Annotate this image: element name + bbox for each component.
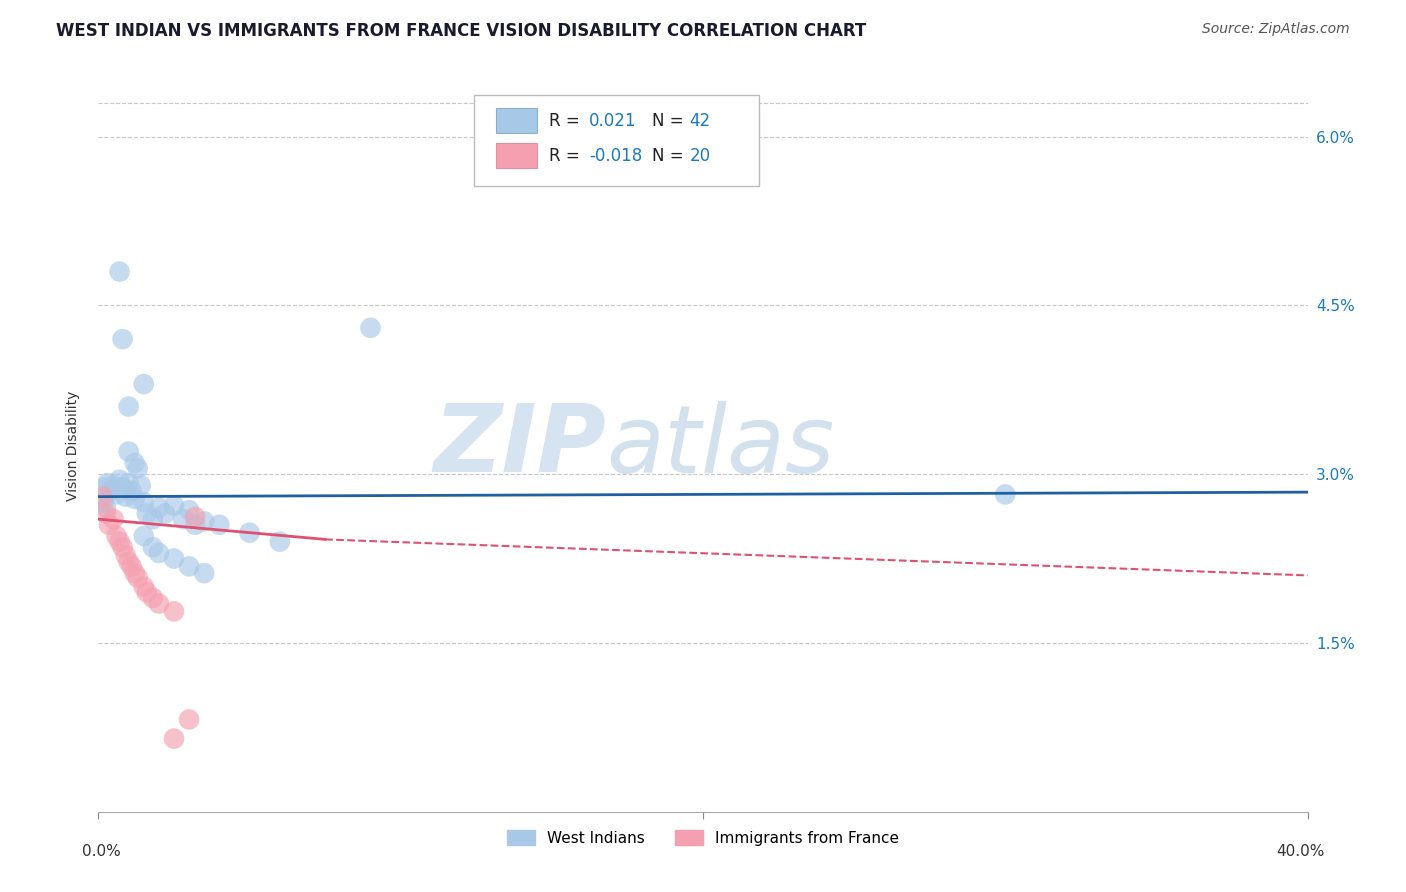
Point [179,713,201,727]
Point [193,515,215,529]
Point [163,499,186,513]
Point [118,444,141,458]
Point [94,500,117,515]
Point [135,585,157,599]
Text: atlas: atlas [606,401,835,491]
Point [142,591,165,605]
Point [111,332,134,346]
Point [127,461,149,475]
Point [132,580,155,594]
Point [91,490,114,504]
Point [142,541,165,555]
Text: 40.0%: 40.0% [1277,845,1324,859]
Point [111,541,134,555]
Y-axis label: Vision Disability: Vision Disability [66,391,80,501]
Text: R =: R = [550,146,585,165]
Point [108,264,131,278]
Point [360,321,382,335]
Point [121,559,143,574]
Point [163,604,186,618]
Point [118,555,141,569]
Point [239,525,262,540]
Point [103,478,125,492]
Point [148,597,170,611]
Point [163,551,186,566]
Point [132,495,155,509]
Point [111,481,134,495]
Point [114,548,136,562]
Text: 0.021: 0.021 [589,112,637,129]
Point [94,507,117,521]
Point [91,495,114,509]
Point [93,481,115,495]
Point [179,503,201,517]
Point [135,507,157,521]
Text: N =: N = [652,112,689,129]
Point [121,483,143,498]
Point [994,487,1017,501]
FancyBboxPatch shape [496,108,537,133]
Text: ZIP: ZIP [433,400,606,492]
Point [108,534,131,549]
Legend: West Indians, Immigrants from France: West Indians, Immigrants from France [501,823,905,852]
Point [124,566,146,581]
Point [129,478,152,492]
Text: -0.018: -0.018 [589,146,643,165]
Point [118,476,141,491]
Text: Source: ZipAtlas.com: Source: ZipAtlas.com [1202,22,1350,37]
Point [118,400,141,414]
Text: WEST INDIAN VS IMMIGRANTS FROM FRANCE VISION DISABILITY CORRELATION CHART: WEST INDIAN VS IMMIGRANTS FROM FRANCE VI… [56,22,866,40]
FancyBboxPatch shape [474,95,759,186]
Point [98,517,121,532]
Point [114,490,136,504]
FancyBboxPatch shape [496,144,537,168]
Point [103,512,125,526]
Point [124,456,146,470]
Point [105,529,128,543]
Point [124,491,146,506]
Point [179,559,201,574]
Point [184,509,207,524]
Text: R =: R = [550,112,585,129]
Text: N =: N = [652,146,689,165]
Point [269,534,291,549]
Point [132,529,155,543]
Text: 42: 42 [690,112,711,129]
Point [142,512,165,526]
Point [208,517,231,532]
Point [108,473,131,487]
Text: 20: 20 [690,146,711,165]
Point [127,571,149,585]
Point [132,377,155,392]
Point [184,517,207,532]
Point [153,507,176,521]
Point [100,483,122,498]
Point [172,512,194,526]
Point [193,566,215,581]
Point [96,476,118,491]
Point [105,487,128,501]
Point [163,731,186,746]
Point [148,500,170,515]
Point [148,546,170,560]
Text: 0.0%: 0.0% [82,845,121,859]
